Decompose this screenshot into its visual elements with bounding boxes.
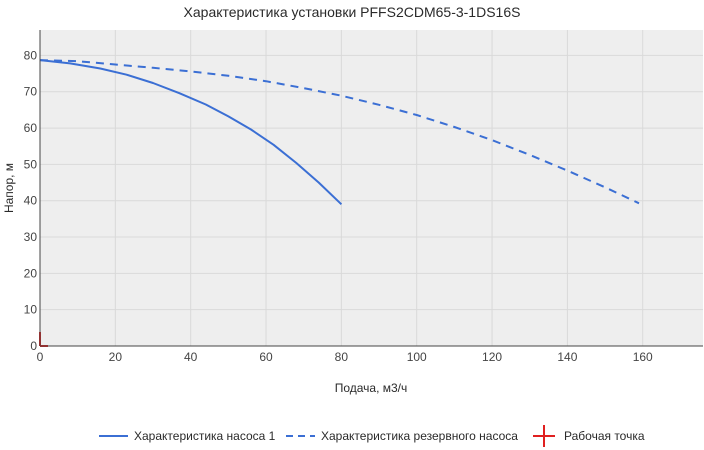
grid	[40, 30, 703, 346]
y-tick-label: 40	[24, 194, 38, 208]
y-tick-label: 70	[24, 85, 38, 99]
y-tick-label: 10	[24, 303, 38, 317]
legend-item-working-point[interactable]: Рабочая точка	[533, 425, 645, 447]
x-tick-label: 60	[259, 350, 273, 364]
x-tick-label: 100	[407, 350, 427, 364]
y-tick-label: 60	[24, 121, 38, 135]
y-tick-label: 0	[30, 339, 37, 353]
series-line-reserve-pump	[39, 59, 640, 205]
x-tick-label: 0	[37, 350, 44, 364]
legend-label-pump-1: Характеристика насоса 1	[134, 429, 276, 443]
x-axis-label: Подача, м3/ч	[335, 381, 408, 395]
series-line-pump-1	[39, 59, 343, 206]
series-layer	[39, 59, 640, 206]
y-tick-label: 80	[24, 48, 38, 62]
y-tick-label: 30	[24, 230, 38, 244]
legend-label-working-point: Рабочая точка	[564, 429, 645, 443]
x-tick-label: 160	[633, 350, 653, 364]
y-tick-label: 50	[24, 157, 38, 171]
x-tick-label: 140	[557, 350, 577, 364]
x-tick-label: 120	[482, 350, 502, 364]
legend: Характеристика насоса 1 Характеристика р…	[99, 425, 645, 447]
chart-title: Характеристика установки PFFS2CDM65-3-1D…	[184, 4, 521, 20]
plot-area	[40, 30, 703, 346]
x-tick-labels: 0 20 40 60 80 100 120 140 160	[37, 350, 653, 364]
x-tick-label: 40	[184, 350, 198, 364]
legend-item-pump-1[interactable]: Характеристика насоса 1	[99, 429, 276, 443]
y-tick-labels: 0 10 20 30 40 50 60 70 80	[24, 48, 38, 353]
legend-item-reserve-pump[interactable]: Характеристика резервного насоса	[286, 429, 518, 443]
y-axis-label: Напор, м	[2, 163, 16, 213]
legend-label-reserve-pump: Характеристика резервного насоса	[321, 429, 518, 443]
x-tick-label: 20	[109, 350, 123, 364]
y-tick-label: 20	[24, 266, 38, 280]
x-tick-label: 80	[335, 350, 349, 364]
